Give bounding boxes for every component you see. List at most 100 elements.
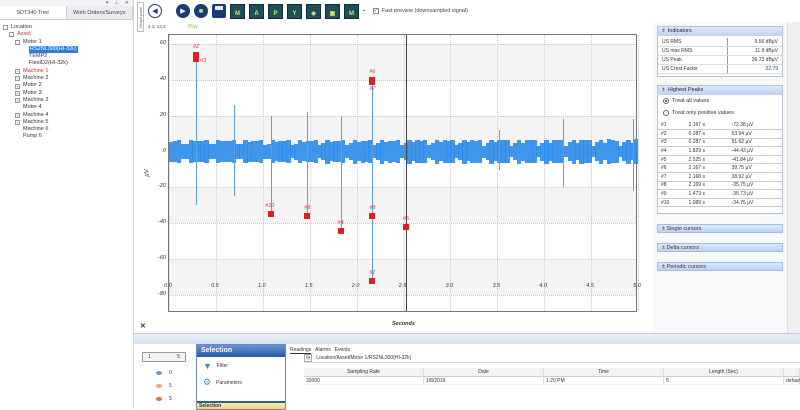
highest-peaks-header[interactable]: ± Highest Peaks	[658, 86, 782, 95]
peak-row[interactable]: #4 1.829 s -44.43 µV	[658, 146, 782, 156]
column-header[interactable]: Length (Sec)	[664, 368, 784, 376]
marker-plus-button[interactable]: M	[344, 3, 359, 19]
tree-node[interactable]: TEMP2	[3, 53, 133, 60]
peak-row[interactable]: #2 0.287 s 53.94 µV	[658, 129, 782, 139]
expander-icon[interactable]: -	[3, 25, 8, 31]
indicators-header[interactable]: ± Indicators	[658, 27, 782, 36]
signal-segment	[290, 144, 295, 159]
tree-node[interactable]: + Motor 3	[3, 90, 133, 97]
peak-marker[interactable]	[369, 212, 376, 219]
tab-work-orders[interactable]: Work Orders/Surveys	[66, 6, 133, 19]
peak-row[interactable]: #8 2.169 s -35.75 µV	[658, 181, 782, 191]
tree-node[interactable]: - Location	[3, 24, 133, 31]
time-cursor[interactable]	[405, 35, 407, 311]
more-dropdown-icon[interactable]: ▪	[363, 8, 365, 14]
status-legend-item[interactable]: 5	[156, 396, 172, 402]
expand-icon[interactable]: ⊟	[304, 354, 313, 362]
peak-marker[interactable]	[337, 228, 344, 235]
fast-preview-checkbox[interactable]: ✓ Fast preview (downsampled signal)	[372, 8, 468, 14]
pin-icon[interactable]: ⊥	[114, 0, 119, 6]
expander-icon[interactable]: +	[15, 90, 20, 96]
peak-marker[interactable]	[402, 223, 409, 230]
expand-icon: ±	[662, 226, 667, 233]
expander-icon[interactable]: -	[15, 39, 20, 45]
delta-cursors-panel[interactable]: ± Delta cursors	[657, 243, 783, 253]
tree-node[interactable]: + Machine 5	[3, 119, 133, 126]
marker-a-button[interactable]: A	[249, 3, 264, 19]
marker-p-button[interactable]: P	[268, 3, 283, 19]
tree-node[interactable]: + Machine 2	[3, 75, 133, 82]
y-axis-button[interactable]: Y	[287, 3, 302, 19]
column-header[interactable]	[784, 368, 800, 376]
peak-num: #8	[658, 181, 686, 191]
eraser-button[interactable]: ◆	[306, 3, 321, 19]
filter-button[interactable]: ▼ Filter	[197, 357, 285, 374]
splitter[interactable]	[134, 334, 800, 344]
expander-icon[interactable]: +	[15, 120, 20, 125]
expand-icon: ±	[662, 264, 667, 271]
column-header[interactable]: Time	[544, 368, 664, 376]
table-row[interactable]: 32000 1/8/2019 1:20 PM 5 default	[304, 377, 800, 385]
peak-row[interactable]: #7 2.168 s 38.92 µV	[658, 172, 782, 182]
peak-row[interactable]: #10 1.089 s -34.75 µV	[658, 198, 782, 208]
expander-icon[interactable]: +	[15, 98, 20, 104]
dropdown-icon[interactable]: ▾	[105, 0, 109, 6]
signal-segment	[634, 139, 639, 164]
column-header[interactable]: Date	[424, 368, 544, 376]
peak-row[interactable]: #1 2.167 s -72.38 µV	[658, 121, 782, 131]
save-button[interactable]	[212, 4, 226, 18]
treat-positive-radio[interactable]: Treat only positive values	[658, 107, 782, 119]
column-header[interactable]: Sampling Rate	[304, 368, 424, 376]
peak-marker[interactable]	[268, 210, 275, 217]
tree-node[interactable]: Machine 6	[3, 126, 133, 133]
periodic-cursors-panel[interactable]: ± Periodic cursors	[657, 262, 783, 272]
peak-marker[interactable]	[369, 278, 376, 285]
status-legend-item[interactable]: 0	[156, 370, 172, 376]
expander-icon[interactable]: +	[15, 83, 20, 89]
tree-node[interactable]: FlexID2(HI-32k)	[3, 60, 133, 67]
tree-node[interactable]: + Motor 2	[3, 82, 133, 89]
single-cursors-panel[interactable]: ± Single cursors	[657, 224, 783, 234]
play-button[interactable]: ▶	[176, 4, 190, 18]
expander-icon[interactable]: -	[9, 32, 14, 38]
tree-node[interactable]: - Motor 1	[3, 39, 133, 46]
tab-readings[interactable]: Readings	[290, 347, 312, 354]
peak-marker[interactable]	[304, 212, 311, 219]
tab-sdt340-tree[interactable]: SDT340 Tree	[0, 6, 67, 19]
tree-node[interactable]: + Machine 3	[3, 97, 133, 104]
peak-marker[interactable]	[192, 51, 199, 58]
stop-button[interactable]: ■	[194, 4, 208, 18]
close-icon[interactable]: ✕	[124, 0, 129, 6]
close-graph-icon[interactable]: ✕	[140, 323, 146, 330]
tree-node[interactable]: - Asset	[3, 31, 133, 38]
tab-events[interactable]: Events	[334, 347, 350, 353]
image-button[interactable]: ▣	[325, 3, 340, 19]
expander-icon[interactable]: +	[15, 112, 20, 118]
tree-node[interactable]: RS2NL300(HI-32k)	[3, 45, 133, 54]
x-tick-label: 3.0	[445, 283, 454, 289]
tree-node[interactable]: + Machine 1	[3, 68, 133, 75]
tree-node[interactable]: Motor 4	[3, 104, 133, 111]
graph-pane-tab[interactable]: Graph pane	[137, 2, 144, 32]
selection-footer-tab[interactable]: Selection	[197, 401, 285, 409]
peak-marker[interactable]	[192, 55, 199, 62]
table-cell: 1/8/2019	[424, 377, 544, 384]
peak-marker[interactable]	[369, 78, 376, 85]
peak-row[interactable]: #5 2.525 s -41.84 µV	[658, 155, 782, 165]
tree-node[interactable]: + Machine 4	[3, 112, 133, 119]
treat-all-radio[interactable]: Treat all values	[658, 95, 782, 107]
right-scrollbar[interactable]	[787, 22, 800, 333]
peak-row[interactable]: #6 2.167 s 39.75 µV	[658, 163, 782, 174]
back-button[interactable]: ◀	[148, 4, 162, 18]
tree-node[interactable]: Pump 6	[3, 133, 133, 140]
expander-icon[interactable]: +	[15, 68, 20, 74]
waveform-plot[interactable]: #1 #2 #3 #4 #5 #6 #7 #8 #9 #10	[168, 34, 639, 312]
parameters-button[interactable]: ⚙ Parameters	[197, 374, 285, 391]
tab-alarms[interactable]: Alarms	[315, 347, 331, 353]
marker-m-button[interactable]: M	[230, 3, 245, 19]
peak-row[interactable]: #3 0.287 s 51.62 µV	[658, 138, 782, 148]
status-legend-item[interactable]: 5	[156, 383, 172, 389]
peak-row[interactable]: #9 1.473 s -35.73 µV	[658, 189, 782, 199]
expander-icon[interactable]: +	[15, 76, 20, 82]
